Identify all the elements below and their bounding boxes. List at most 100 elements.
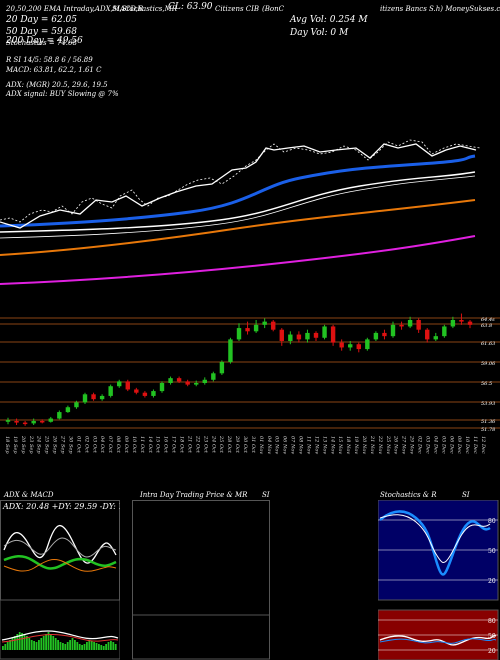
date-tick: 27 Sep [60, 435, 66, 454]
date-tick: 15 Oct [155, 436, 161, 454]
header-stoch-label: SI,Stochastics,MR [112, 5, 178, 13]
candle-body [74, 402, 79, 408]
candlesticks [5, 313, 473, 426]
date-tick: 04 Nov [266, 436, 272, 454]
macd-bar [86, 642, 88, 650]
date-tick: 06 Nov [282, 436, 288, 454]
date-tick: 11 Oct [139, 436, 145, 454]
candle-body [82, 394, 88, 403]
candle-body [296, 334, 302, 340]
date-tick: 28 Oct [226, 435, 232, 454]
header-ticker: Citizens CIB [215, 5, 260, 13]
date-tick: 25 Nov [385, 435, 391, 454]
date-tick: 11 Dec [472, 436, 478, 454]
candle-body [57, 412, 62, 419]
date-tick: 20 Sep [20, 435, 26, 454]
macd-bar [102, 646, 105, 650]
macd-bar [11, 638, 14, 650]
adx-panel-title: ADX & MACD [4, 491, 54, 499]
date-tick: 18 Oct [179, 436, 185, 454]
date-tick: 10 Dec [464, 436, 470, 454]
candle-body [40, 420, 45, 423]
candle-body [108, 386, 113, 396]
macd-bar [28, 638, 31, 650]
price-trace [0, 139, 481, 223]
macd-bar [71, 638, 74, 650]
macd-bar [98, 644, 100, 650]
date-tick: 07 Oct [107, 436, 113, 454]
candle-body [14, 420, 19, 423]
candle-body [134, 389, 139, 393]
candle-body [117, 381, 122, 387]
candle-body [151, 391, 156, 396]
stoch-tick-80: 80 [488, 518, 496, 525]
candle-body [5, 420, 11, 422]
moving-averages [0, 139, 481, 285]
candle-body [65, 407, 71, 413]
stoch-tick-50: 50 [488, 548, 496, 555]
date-tick: 19 Sep [12, 436, 18, 454]
header-close: CL: 63.90 [168, 2, 213, 12]
date-tick: 18 Nov [345, 436, 351, 454]
candle-body [228, 339, 233, 362]
candle-body [373, 332, 379, 340]
candle-body [433, 336, 438, 340]
candle-body [305, 332, 310, 340]
macd-bar [14, 636, 16, 650]
date-tick: 05 Dec [440, 436, 446, 454]
macd-bar [52, 636, 55, 650]
date-tick: 23 Oct [202, 435, 208, 454]
date-tick: 29 Nov [409, 435, 415, 454]
candle-body [450, 320, 456, 327]
candle-body [262, 321, 267, 325]
candle-body [407, 320, 413, 327]
date-tick: 25 Sep [44, 435, 50, 454]
candle-body [211, 373, 216, 380]
candle-body [236, 328, 242, 340]
rsi-tick-20: 20 [488, 648, 496, 655]
macd-bar [66, 642, 69, 650]
macd-bar [18, 632, 21, 650]
date-tick: 25 Oct [218, 435, 224, 454]
date-tick: 27 Nov [401, 435, 407, 454]
ema200-line [0, 235, 476, 285]
macd-bar [2, 646, 4, 650]
stochastics-value: Stochastics = 74.68 [6, 39, 77, 47]
date-tick: 22 Oct [194, 435, 200, 454]
date-tick: 21 Nov [369, 435, 375, 454]
date-axis: 18 Sep 19 Sep 20 Sep 23 Sep 24 Sep 25 Sep 26 S… [4, 435, 486, 454]
date-tick: 11 Nov [305, 436, 311, 454]
macd-bar [6, 642, 9, 650]
macd-bar [59, 642, 62, 650]
date-tick: 05 Nov [274, 436, 280, 454]
candle-body [442, 326, 447, 337]
candle-body [202, 379, 207, 383]
date-tick: 22 Nov [377, 435, 383, 454]
stoch-tick-20: 20 [488, 578, 496, 585]
macd-bar [78, 644, 81, 650]
candle-body [125, 381, 130, 390]
macd-bar [23, 634, 26, 650]
macd-bar [40, 638, 43, 650]
level-label: 64.4s [481, 317, 495, 323]
candle-body [322, 326, 327, 338]
macd-bar [16, 634, 19, 650]
candle-body [176, 378, 182, 382]
date-tick: 06 Dec [448, 436, 454, 454]
macd-bar [88, 640, 91, 650]
header-site: itizens Bancs S.h) MoneySukses.com [380, 5, 500, 13]
day-vol: Day Vol: 0 M [290, 28, 349, 38]
date-tick: 13 Nov [321, 436, 327, 454]
macd-line: MACD: 63.81, 62.2, 1.61 C [6, 66, 102, 74]
macd-bar [114, 644, 117, 650]
level-label: 63.8 [481, 323, 492, 329]
date-tick: 24 Sep [36, 435, 42, 454]
intraday-panel [132, 500, 270, 660]
date-tick: 19 Nov [353, 436, 359, 454]
adx-values: ADX: 20.48 +DY: 29.59 -DY: 19.53 [2, 502, 120, 511]
macd-bar [76, 642, 79, 650]
date-tick: 09 Dec [456, 436, 462, 454]
date-tick: 31 Oct [250, 436, 256, 454]
macd-bar [105, 644, 107, 650]
